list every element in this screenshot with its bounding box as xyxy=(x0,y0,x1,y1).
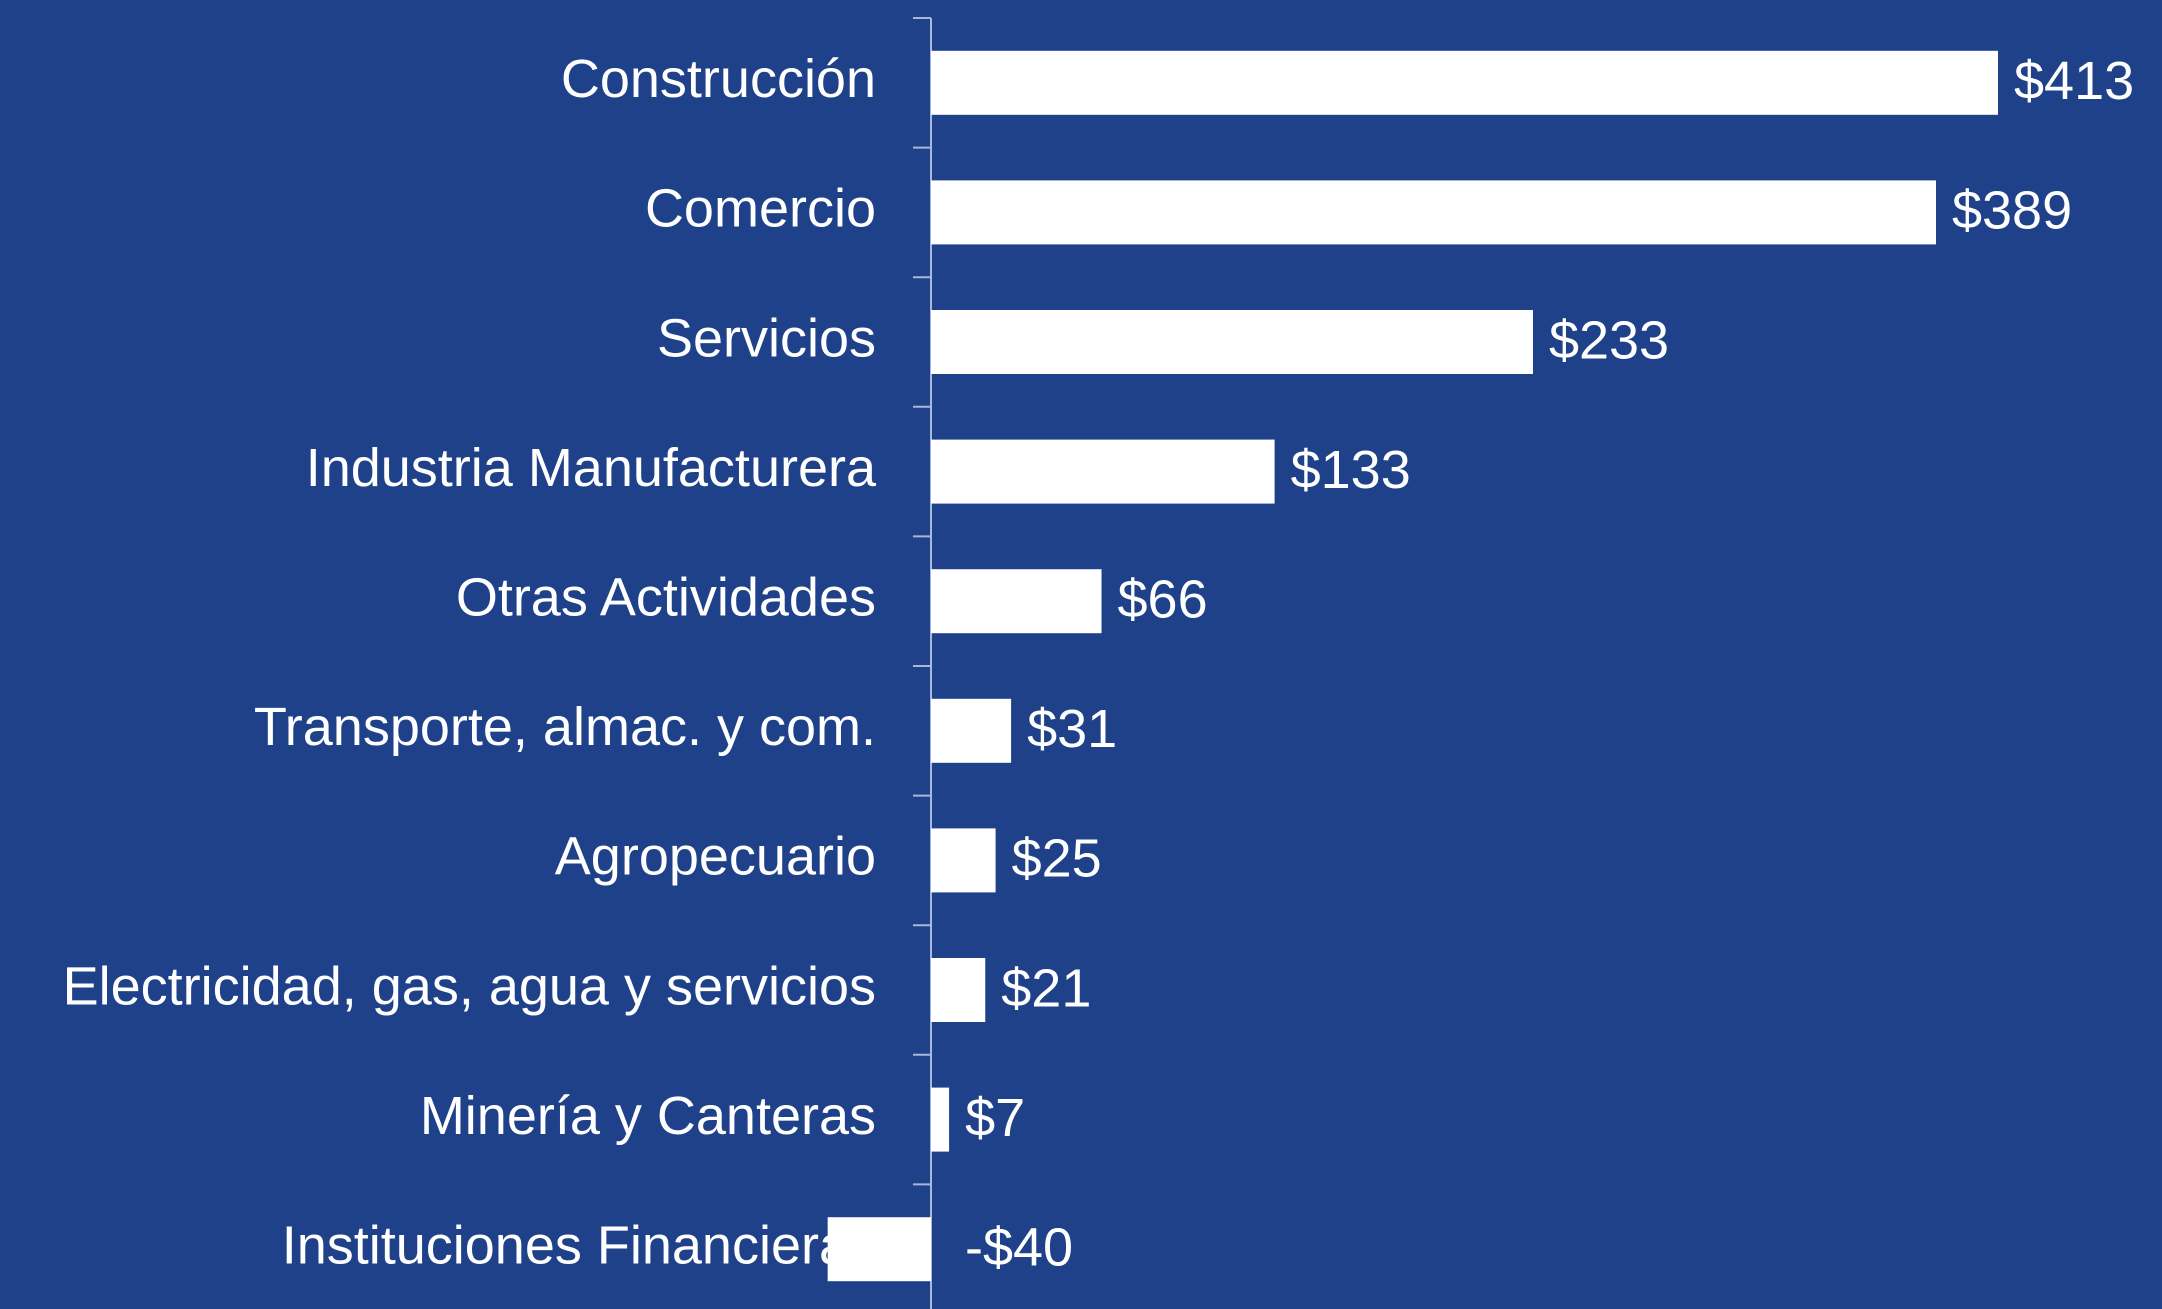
bar xyxy=(931,958,986,1022)
value-label: $21 xyxy=(1001,958,1091,1018)
bar xyxy=(931,180,1936,245)
value-label: $25 xyxy=(1012,829,1102,889)
y-tick-label: Minería y Canteras xyxy=(420,1086,876,1146)
value-label: $133 xyxy=(1291,440,1411,500)
value-label: $413 xyxy=(2014,51,2134,111)
y-tick-label: Transporte, almac. y com. xyxy=(254,697,876,757)
value-label: $31 xyxy=(1027,699,1117,759)
y-tick-label: Otras Actividades xyxy=(456,567,876,627)
y-tick-label: Construcción xyxy=(561,49,876,109)
bar xyxy=(931,50,1998,115)
value-label: $389 xyxy=(1952,181,2072,241)
bar xyxy=(931,828,996,893)
bar xyxy=(931,698,1012,763)
bar xyxy=(931,1087,950,1152)
y-tick-label: Electricidad, gas, agua y servicios xyxy=(63,956,876,1016)
bar xyxy=(931,569,1102,634)
y-tick-label: Agropecuario xyxy=(555,827,876,887)
y-tick-label: Comercio xyxy=(645,179,876,239)
value-label: $233 xyxy=(1549,310,1669,370)
bar xyxy=(931,310,1533,374)
bar xyxy=(827,1217,931,1282)
y-tick-label: Instituciones Financieras xyxy=(282,1215,876,1275)
value-label: $7 xyxy=(965,1088,1025,1148)
y-tick-label: Industria Manufacturera xyxy=(306,438,877,498)
y-tick-label: Servicios xyxy=(657,308,876,368)
value-label: -$40 xyxy=(965,1217,1073,1277)
bar xyxy=(931,439,1275,504)
value-label: $66 xyxy=(1118,569,1208,629)
